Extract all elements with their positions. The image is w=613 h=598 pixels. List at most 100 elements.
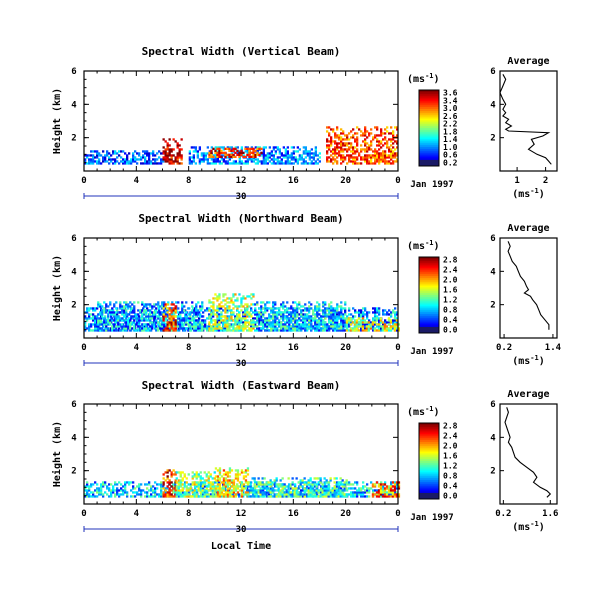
- heatmap-cell: [318, 325, 321, 328]
- heatmap-cell: [338, 134, 341, 137]
- heatmap-cell: [166, 311, 169, 314]
- heatmap-cell: [103, 309, 106, 312]
- colorbar-tick-label: 1.2: [443, 296, 458, 305]
- heatmap-cell: [300, 313, 303, 316]
- heatmap-cell: [183, 317, 186, 320]
- heatmap-cell: [314, 485, 317, 488]
- heatmap-cell: [155, 329, 158, 332]
- heatmap-cell: [234, 327, 237, 330]
- heatmap-cell: [334, 325, 337, 328]
- heatmap-cell: [278, 311, 281, 314]
- heatmap-cell: [260, 151, 263, 154]
- heatmap-cell: [382, 150, 385, 153]
- heatmap-cell: [298, 303, 301, 306]
- heatmap-cell: [100, 307, 103, 310]
- heatmap-cell: [218, 317, 221, 320]
- heatmap-cell: [174, 327, 177, 330]
- heatmap-cell: [174, 483, 177, 486]
- heatmap-cell: [330, 158, 333, 161]
- heatmap-cell: [216, 297, 219, 300]
- heatmap-cell: [84, 493, 87, 496]
- heatmap-cell: [259, 481, 262, 484]
- heatmap-cell: [212, 303, 215, 306]
- heatmap-cell: [168, 138, 171, 141]
- heatmap-cell: [278, 329, 281, 332]
- heatmap-cell: [336, 329, 339, 332]
- heatmap-cell: [218, 477, 222, 480]
- heatmap-cell: [127, 319, 130, 322]
- heatmap-cell: [204, 323, 207, 326]
- heatmap-cell: [334, 150, 337, 153]
- heatmap-cell: [364, 138, 367, 141]
- heatmap-cell: [203, 471, 206, 474]
- heatmap-cell: [320, 317, 323, 320]
- heatmap-cell: [334, 319, 337, 322]
- heatmap-cell: [234, 321, 237, 324]
- heatmap-cell: [232, 329, 235, 332]
- heatmap-cell: [232, 313, 235, 316]
- heatmap-cell: [255, 481, 258, 484]
- heatmap-cell: [374, 156, 377, 159]
- heatmap-cell: [183, 493, 186, 496]
- heatmap-cell: [382, 493, 385, 496]
- heatmap-cell: [397, 495, 401, 498]
- heatmap-cell: [195, 495, 198, 498]
- heatmap-cell: [348, 138, 351, 141]
- heatmap-cell: [146, 152, 149, 155]
- heatmap-cell: [166, 493, 169, 496]
- heatmap-cell: [282, 146, 285, 149]
- heatmap-cell: [382, 485, 385, 488]
- heatmap-cell: [92, 317, 95, 320]
- heatmap-cell: [334, 160, 337, 163]
- heatmap-cell: [340, 132, 343, 135]
- heatmap-cell: [84, 154, 87, 157]
- heatmap-cell: [109, 321, 112, 324]
- heatmap-cell: [296, 329, 299, 332]
- heatmap-cell: [383, 329, 386, 332]
- heatmap-cell: [382, 309, 385, 312]
- heatmap-cell: [292, 162, 295, 165]
- heatmap-cell: [302, 323, 305, 326]
- heatmap-cell: [380, 154, 383, 157]
- heatmap-cell: [168, 315, 171, 318]
- colorbar-segment: [419, 277, 439, 281]
- heatmap-cell: [197, 487, 200, 490]
- heatmap-cell: [97, 305, 100, 308]
- heatmap-cell: [306, 323, 309, 326]
- heatmap-cell: [324, 483, 327, 486]
- heatmap-cell: [232, 295, 235, 298]
- heatmap-cell: [281, 491, 284, 494]
- heatmap-cell: [252, 295, 255, 298]
- heatmap-cell: [96, 154, 99, 157]
- heatmap-cell: [238, 327, 241, 330]
- heatmap-cell: [308, 154, 311, 157]
- heatmap-cell: [189, 485, 192, 488]
- heatmap-cell: [334, 309, 337, 312]
- heatmap-cell: [84, 158, 87, 161]
- heatmap-cell: [396, 146, 399, 149]
- heatmap-cell: [366, 142, 369, 145]
- heatmap-cell: [308, 323, 311, 326]
- heatmap-cell: [188, 325, 191, 328]
- heatmap-cell: [276, 162, 279, 165]
- heatmap-cell: [390, 315, 393, 318]
- heatmap-cell: [176, 144, 179, 147]
- colorbar-segment: [419, 97, 439, 100]
- heatmap-cell: [162, 319, 165, 322]
- heatmap-cell: [288, 327, 291, 330]
- heatmap-cell: [206, 489, 209, 492]
- heatmap-cell: [304, 321, 307, 324]
- colorbar-segment: [419, 257, 439, 260]
- heatmap-cell: [329, 477, 332, 480]
- heatmap-cell: [333, 493, 336, 496]
- heatmap-cell: [294, 150, 297, 153]
- heatmap-cell: [230, 149, 233, 152]
- heatmap-cell: [152, 158, 155, 161]
- heatmap-cell: [378, 321, 381, 324]
- heatmap-cell: [320, 319, 323, 322]
- heatmap-cell: [110, 158, 113, 161]
- heatmap-cell: [201, 301, 204, 304]
- heatmap-cell: [262, 323, 265, 326]
- heatmap-cell: [335, 495, 338, 498]
